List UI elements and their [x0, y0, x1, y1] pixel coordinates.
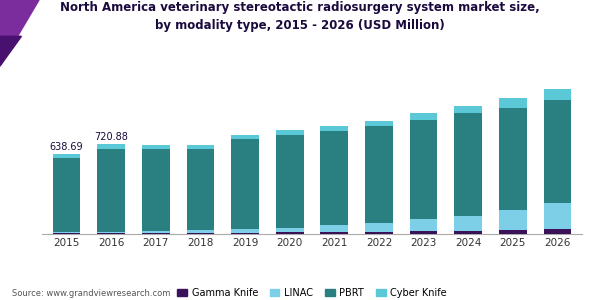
Bar: [320, 225, 348, 232]
Bar: [544, 202, 571, 229]
Bar: [499, 107, 527, 210]
Bar: [365, 126, 393, 223]
Bar: [320, 232, 348, 234]
Bar: [365, 223, 393, 232]
Bar: [320, 127, 348, 131]
Bar: [499, 210, 527, 230]
Bar: [276, 228, 304, 232]
Polygon shape: [0, 36, 22, 66]
Bar: [410, 231, 437, 234]
Bar: [454, 216, 482, 230]
Bar: [231, 229, 259, 233]
Bar: [53, 154, 80, 158]
Bar: [187, 230, 214, 233]
Bar: [454, 106, 482, 113]
Legend: Gamma Knife, LINAC, PBRT, Cyber Knife: Gamma Knife, LINAC, PBRT, Cyber Knife: [173, 284, 451, 300]
Bar: [410, 219, 437, 231]
Bar: [544, 100, 571, 202]
Bar: [187, 148, 214, 230]
Bar: [231, 140, 259, 229]
Bar: [53, 233, 80, 234]
Text: Source: www.grandviewresearch.com: Source: www.grandviewresearch.com: [12, 290, 170, 298]
Bar: [142, 146, 170, 149]
Bar: [142, 231, 170, 233]
Text: 720.88: 720.88: [94, 132, 128, 142]
Bar: [544, 88, 571, 101]
Bar: [187, 145, 214, 148]
Bar: [97, 144, 125, 148]
Bar: [187, 233, 214, 234]
Bar: [276, 130, 304, 135]
Bar: [97, 233, 125, 234]
Bar: [97, 148, 125, 232]
Bar: [544, 229, 571, 234]
Bar: [320, 131, 348, 225]
Bar: [53, 232, 80, 233]
Text: 638.69: 638.69: [50, 142, 83, 152]
Bar: [365, 232, 393, 234]
Bar: [454, 230, 482, 234]
Bar: [276, 232, 304, 234]
Bar: [410, 113, 437, 120]
Bar: [53, 158, 80, 232]
Bar: [142, 233, 170, 234]
Bar: [499, 98, 527, 107]
Text: North America veterinary stereotactic radiosurgery system market size,
by modali: North America veterinary stereotactic ra…: [60, 2, 540, 31]
Bar: [499, 230, 527, 234]
Bar: [276, 135, 304, 228]
Bar: [231, 232, 259, 234]
Bar: [97, 232, 125, 233]
Bar: [231, 135, 259, 140]
Bar: [365, 121, 393, 126]
Bar: [454, 113, 482, 216]
Bar: [410, 120, 437, 219]
Polygon shape: [0, 0, 39, 66]
Bar: [142, 149, 170, 231]
